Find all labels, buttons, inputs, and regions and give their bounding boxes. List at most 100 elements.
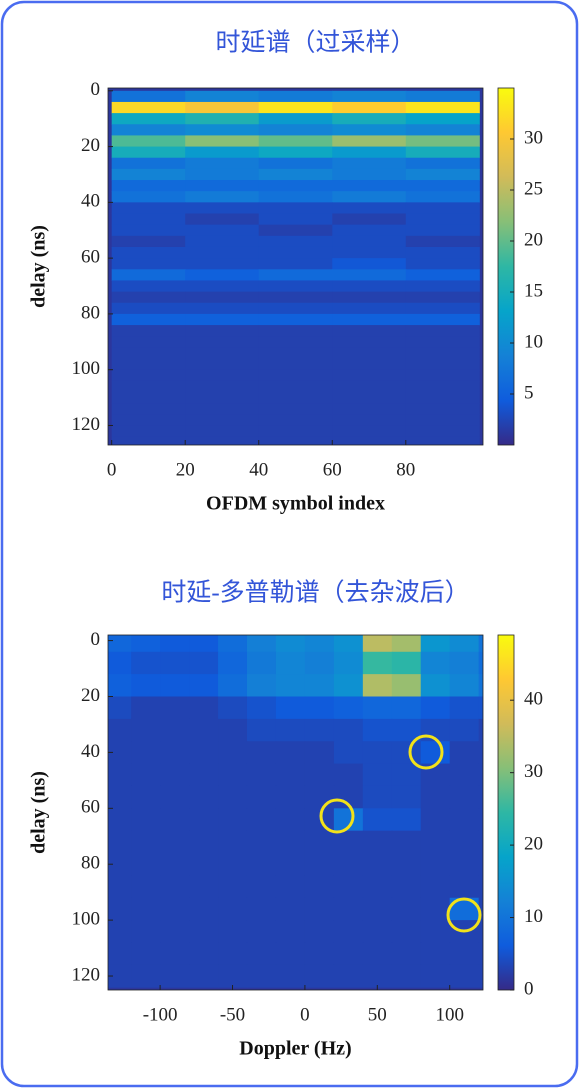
heatmap-cell [362,674,393,697]
y-axis-label: delay (ns) [28,771,50,854]
heatmap-cell [218,897,248,921]
heatmap-cell [185,191,260,203]
heatmap-cell [332,146,407,159]
heatmap-cell [258,235,333,248]
heatmap-cell [332,414,407,426]
heatmap-cell [304,964,335,988]
heatmap-cell [332,269,407,281]
heatmap-cell [391,635,422,653]
heatmap-cell [449,635,480,653]
heatmap-cell [275,897,306,921]
heatmap-cell [332,135,407,148]
colorbar-tick-label: 10 [524,331,543,352]
heatmap-cell [478,651,483,675]
heatmap-cell [258,168,333,181]
heatmap-cell [189,674,219,697]
heatmap-cell [185,269,260,281]
heatmap-cell [246,741,277,765]
heatmap-chart: 时延-多普勒谱（去杂波后）-100 -50 0 50 10002040608010012… [28,579,543,1060]
heatmap-cell [275,920,306,943]
heatmap-cell [333,853,364,876]
heatmap-cell [391,718,422,742]
heatmap-cell [185,380,260,393]
heatmap-cell [258,313,333,326]
heatmap-cell [108,875,132,899]
heatmap-cell [160,808,190,832]
heatmap-cell [362,718,393,742]
heatmap-cell [131,964,161,988]
heatmap-cell [246,674,277,697]
heatmap-cell [420,875,451,899]
heatmap-cell [275,741,306,765]
heatmap-cell [391,920,422,943]
heatmap-cell [131,741,161,765]
heatmap-cell [304,674,335,697]
heatmap-cell [218,763,248,787]
heatmap-cell [111,436,186,445]
heatmap-cell [332,291,407,304]
heatmap-cell [218,696,248,720]
plot-frame [107,87,484,446]
heatmap-cell [246,808,277,832]
heatmap-cell [108,897,132,921]
heatmap-cell [304,741,335,765]
x-tick-label: 80 [396,459,415,480]
heatmap-cell [258,101,333,114]
heatmap-cell [405,168,480,181]
colorbar [497,634,515,991]
heatmap-cell [332,124,407,136]
heatmap-cell [258,135,333,148]
heatmap-cell [304,696,335,720]
heatmap-cell [449,763,480,787]
heatmap-cell [111,101,186,114]
heatmap-cell [246,651,277,675]
y-tick-label: 20 [81,135,100,156]
heatmap-cell [391,696,422,720]
heatmap-cell [185,313,260,326]
heatmap-cell [111,392,186,404]
heatmap-cell [258,246,333,259]
heatmap-cell [189,651,219,675]
heatmap-cell [160,763,190,787]
heatmap-cell [405,291,480,304]
heatmap-cell [391,942,422,966]
x-tick-label: -100 [143,1004,178,1025]
heatmap-cell [420,920,451,943]
heatmap-cell [185,347,260,360]
heatmap-cell [332,336,407,348]
heatmap-cell [332,369,407,382]
heatmap-cell [362,853,393,876]
heatmap-cell [258,325,333,337]
heatmap-cell [258,124,333,136]
heatmap-cell [258,336,333,348]
y-tick-label: 0 [91,79,101,100]
heatmap-cell [333,830,364,854]
heatmap-cell [362,785,393,809]
heatmap-cell [420,830,451,854]
colorbar-tick-label: 5 [524,382,534,403]
heatmap-cell [111,135,186,148]
heatmap-cell [246,875,277,899]
heatmap-cell [420,674,451,697]
x-axis-label: Doppler (Hz) [239,1038,351,1060]
heatmap-chart: 时延谱（过采样） 0 20 40 60 80 0 20 40 60 80 100 120 OFDM sym… [28,29,543,515]
heatmap-cell [405,235,480,248]
heatmap-cell [131,920,161,943]
heatmap-cell [111,213,186,226]
heatmap-cell [108,942,132,966]
heatmap-cell [218,718,248,742]
heatmap-cell [111,269,186,281]
heatmap-cell [332,425,407,438]
x-tick-label: 40 [249,459,268,480]
heatmap-cell [258,113,333,125]
heatmap-cell [111,325,186,337]
heatmap-cell [449,808,480,832]
heatmap-cell [333,808,364,832]
heatmap-cell [420,942,451,966]
heatmap-cell [405,157,480,170]
heatmap-cell [405,336,480,348]
heatmap-cell [131,830,161,854]
heatmap-cell [185,280,260,293]
y-tick-label: 80 [81,853,100,874]
